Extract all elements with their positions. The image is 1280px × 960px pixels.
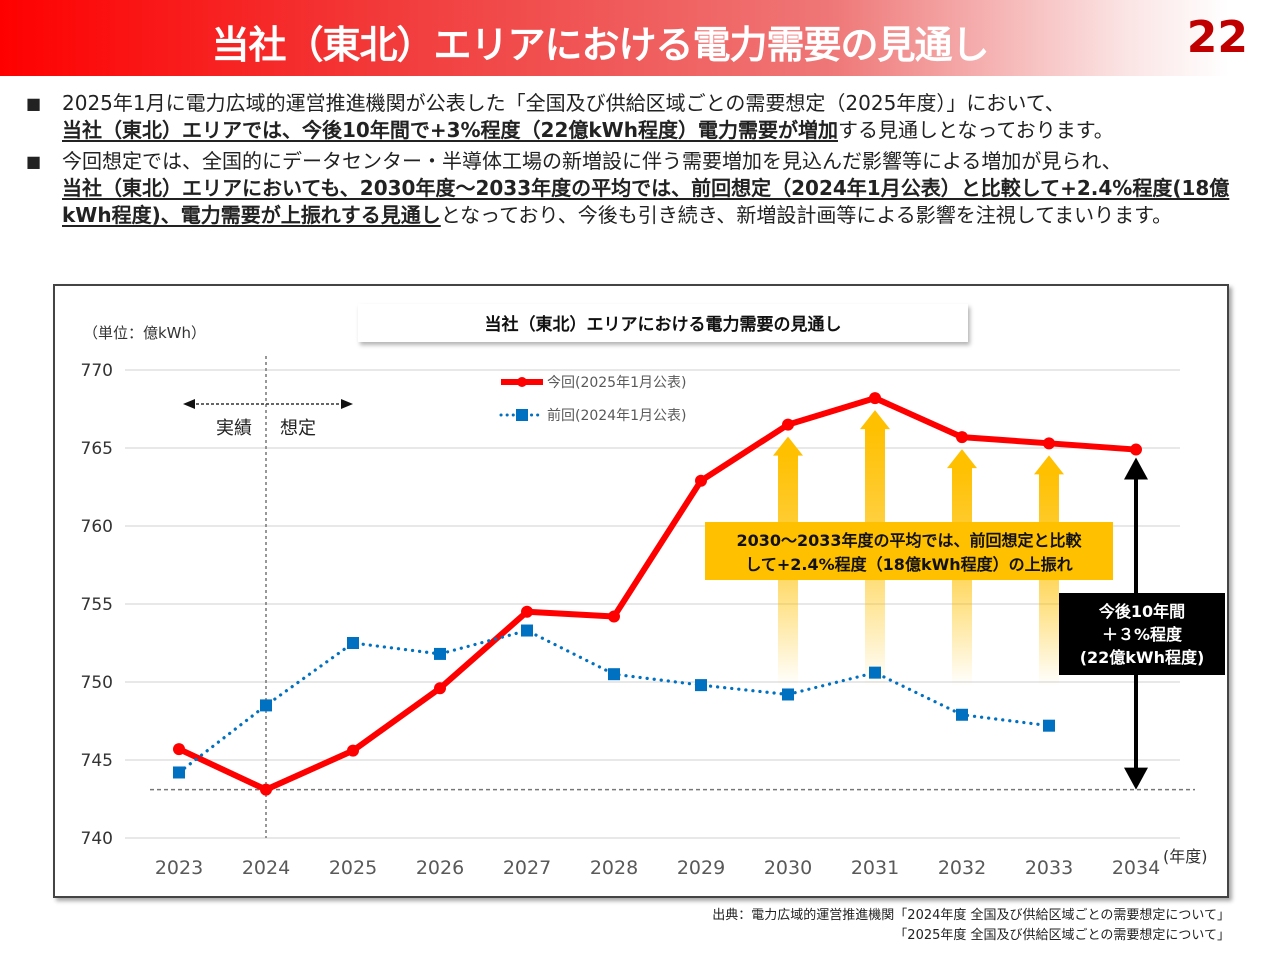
growth-arrow-up-icon xyxy=(1124,457,1148,480)
data-point-previous xyxy=(869,666,881,679)
upward-revision-callout xyxy=(705,522,1113,580)
data-point-current xyxy=(608,610,620,623)
bullet-text: 今回想定では、全国的にデータセンター・半導体工場の新増設に伴う需要増加を見込んだ… xyxy=(62,148,1266,229)
data-point-previous xyxy=(782,688,794,701)
legend-marker-current xyxy=(517,377,527,387)
bullet-text-segment: 2025年1月に電力広域的運営推進機関が公表した「全国及び供給区域ごとの需要想定… xyxy=(62,91,1065,115)
x-tick-label: 2030 xyxy=(764,857,812,879)
chart-title-box xyxy=(358,304,968,342)
callout-text: (22億kWh程度) xyxy=(1080,648,1205,667)
page-title: 当社（東北）エリアにおける電力需要の見通し xyxy=(211,23,989,67)
callout-text: 2030～2033年度の平均では、前回想定と比較 xyxy=(736,531,1082,550)
demand-line-chart: 当社（東北）エリアにおける電力需要の見通し （単位：億kWh） 実績 想定 203… xyxy=(81,304,1225,879)
y-tick-label: 765 xyxy=(81,439,113,459)
y-tick-label: 745 xyxy=(81,751,113,771)
x-tick-label: 2029 xyxy=(677,857,725,879)
data-point-current xyxy=(956,431,968,444)
data-point-previous xyxy=(608,668,620,681)
x-tick-label: 2028 xyxy=(590,857,638,879)
x-tick-label: 2024 xyxy=(242,857,290,879)
legend-marker-previous xyxy=(516,409,528,421)
x-tick-label: 2023 xyxy=(155,857,203,879)
data-point-current xyxy=(434,682,446,695)
callout-text: 今後10年間 xyxy=(1098,602,1185,621)
x-tick-label: 2027 xyxy=(503,857,551,879)
bullet-text: 2025年1月に電力広域的運営推進機関が公表した「全国及び供給区域ごとの需要想定… xyxy=(62,90,1266,144)
data-point-previous xyxy=(434,647,446,660)
y-tick-label: 750 xyxy=(81,673,113,693)
data-point-current xyxy=(173,743,185,756)
source-line: 「2025年度 全国及び供給区域ごとの需要想定について」 xyxy=(894,928,1230,943)
page-number: 22 xyxy=(1186,12,1248,63)
x-axis-unit-label: (年度) xyxy=(1163,847,1208,866)
legend-label-current: 今回(2025年1月公表) xyxy=(547,375,686,391)
bullet-item: ■ 2025年1月に電力広域的運営推進機関が公表した「全国及び供給区域ごとの需要… xyxy=(26,90,1266,144)
actual-label: 実績 xyxy=(216,418,252,439)
bullet-text-segment: 今回想定では、全国的にデータセンター・半導体工場の新増設に伴う需要増加を見込んだ… xyxy=(62,149,1122,173)
unit-label: （単位：億kWh） xyxy=(83,324,206,342)
chart-frame: 当社（東北）エリアにおける電力需要の見通し （単位：億kWh） 実績 想定 203… xyxy=(53,284,1229,898)
data-point-previous xyxy=(347,637,359,649)
data-point-previous xyxy=(1043,719,1055,732)
data-point-previous xyxy=(956,708,968,721)
x-tick-label: 2031 xyxy=(851,857,899,879)
callout-text: して+2.4%程度（18億kWh程度）の上振れ xyxy=(745,555,1072,574)
callout-text: ＋３%程度 xyxy=(1102,625,1183,644)
legend-label-previous: 前回(2024年1月公表) xyxy=(547,407,686,424)
data-point-current xyxy=(1130,443,1142,456)
x-tick-label: 2026 xyxy=(416,857,464,879)
data-point-previous xyxy=(173,766,185,779)
ten-year-growth-callout xyxy=(1059,593,1225,675)
bullet-list: ■ 2025年1月に電力広域的運営推進機関が公表した「全国及び供給区域ごとの需要… xyxy=(26,90,1266,233)
data-point-previous xyxy=(695,679,707,692)
data-point-current xyxy=(1043,437,1055,450)
series-line-current xyxy=(177,395,1137,793)
upward-arrow-head-icon xyxy=(947,449,977,469)
x-tick-label: 2033 xyxy=(1025,857,1073,879)
header-banner: 当社（東北）エリアにおける電力需要の見通し 22 xyxy=(0,0,1280,76)
data-point-current xyxy=(347,744,359,757)
x-tick-label: 2032 xyxy=(938,857,986,879)
bullet-text-segment: となっており、今後も引き続き、新増設計画等による影響を注視してまいります。 xyxy=(440,203,1173,227)
y-tick-label: 755 xyxy=(81,595,113,615)
data-point-current xyxy=(695,474,707,487)
x-tick-label: 2025 xyxy=(329,857,377,879)
y-tick-label: 740 xyxy=(81,829,113,849)
forecast-label: 想定 xyxy=(280,418,316,439)
source-line: 出典：電力広域的運営推進機関「2024年度 全国及び供給区域ごとの需要想定につい… xyxy=(712,908,1230,923)
bullet-text-segment: する見通しとなっております。 xyxy=(837,118,1114,142)
upward-arrow-head-icon xyxy=(1034,455,1064,475)
upward-arrow-head-icon xyxy=(773,436,803,456)
x-tick-label: 2034 xyxy=(1112,857,1160,879)
growth-arrow-down-icon xyxy=(1124,767,1148,790)
bullet-emphasis: 当社（東北）エリアでは、今後10年間で+3%程度（22億kWh程度）電力需要が増… xyxy=(62,118,838,142)
upward-arrow-head-icon xyxy=(860,410,890,430)
data-point-current xyxy=(869,392,881,405)
data-point-previous xyxy=(260,699,272,712)
y-tick-label: 760 xyxy=(81,517,113,537)
right-arrowhead-icon xyxy=(341,399,353,409)
chart-title: 当社（東北）エリアにおける電力需要の見通し xyxy=(485,314,842,335)
square-bullet-icon: ■ xyxy=(26,94,42,113)
data-point-previous xyxy=(521,624,533,637)
data-point-current xyxy=(782,418,794,431)
data-point-current xyxy=(521,605,533,618)
y-tick-label: 770 xyxy=(81,361,113,381)
series-line-previous xyxy=(177,628,1051,775)
square-bullet-icon: ■ xyxy=(26,152,42,171)
bullet-item: ■ 今回想定では、全国的にデータセンター・半導体工場の新増設に伴う需要増加を見込… xyxy=(26,148,1266,229)
data-point-current xyxy=(260,783,272,796)
left-arrowhead-icon xyxy=(183,399,195,409)
source-citation: 出典：電力広域的運営推進機関「2024年度 全国及び供給区域ごとの需要想定につい… xyxy=(712,906,1230,946)
bullet-emphasis: 当社（東北）エリアにおいても、2030年度～2033年度の平均では、前回想定（2… xyxy=(62,176,1230,227)
